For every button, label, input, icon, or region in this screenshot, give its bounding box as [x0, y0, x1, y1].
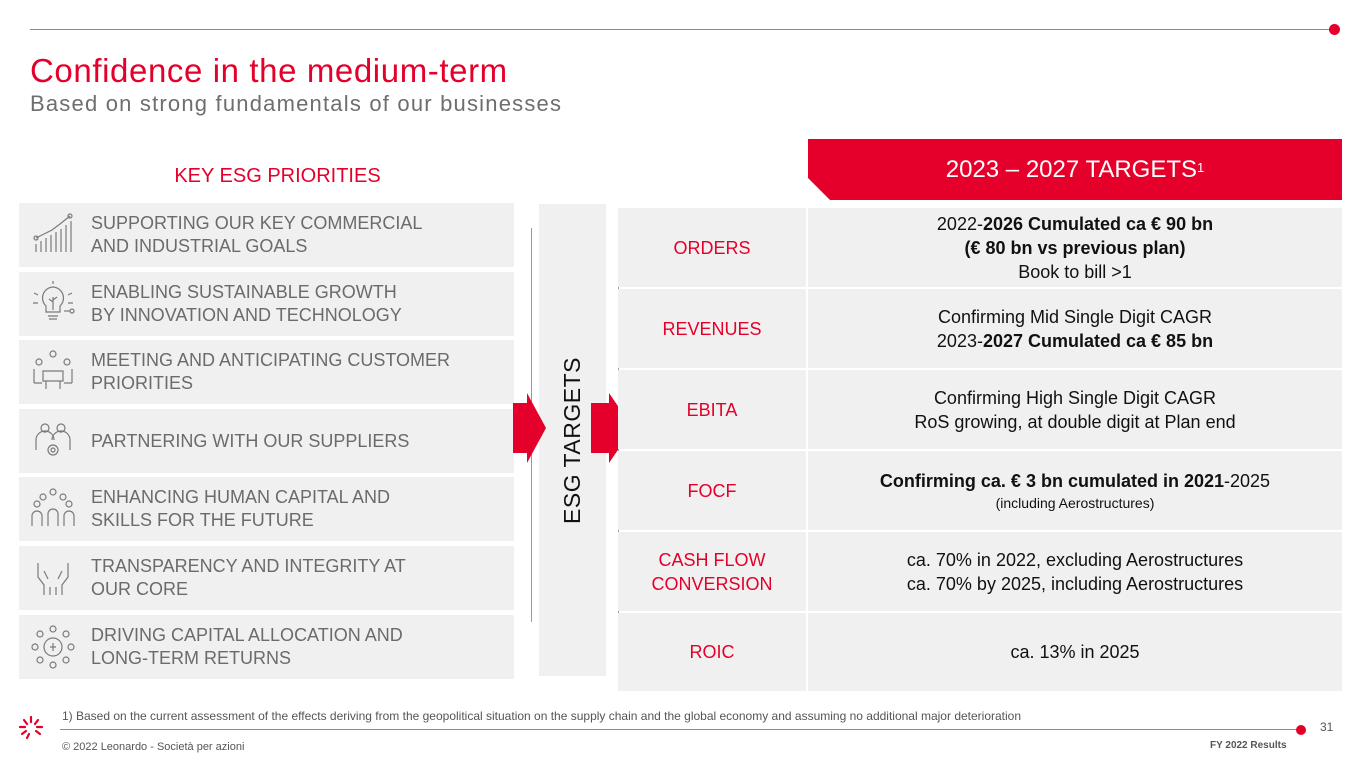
page-subtitle: Based on strong fundamentals of our busi… — [30, 91, 563, 116]
meeting-icon — [33, 350, 73, 389]
arrow-right-icon — [513, 393, 546, 463]
report-label: FY 2022 Results — [1210, 740, 1287, 751]
growth-chart-icon — [33, 213, 73, 252]
priority-line1: TRANSPARENCY AND INTEGRITY AT — [91, 556, 406, 576]
target-label-cash-flow-conversion: CASH FLOW CONVERSION — [618, 532, 806, 611]
target-value-revenues: Confirming Mid Single Digit CAGR 2023-20… — [808, 289, 1342, 368]
top-divider-dot — [1329, 24, 1340, 35]
target-label-focf: FOCF — [618, 451, 806, 530]
arrow-right-icon — [591, 393, 633, 463]
target-value-cash-flow-conversion: ca. 70% in 2022, excluding Aerostructure… — [808, 532, 1342, 611]
target-label-revenues: REVENUES — [618, 289, 806, 368]
partners-icon — [35, 423, 71, 456]
priority-line2: AND INDUSTRIAL GOALS — [91, 236, 308, 256]
people-icon — [31, 488, 75, 526]
priority-item: MEETING AND ANTICIPATING CUSTOMER PRIORIT… — [19, 340, 514, 404]
priority-line2: LONG-TERM RETURNS — [91, 648, 292, 668]
priority-line1: PARTNERING WITH OUR SUPPLIERS — [91, 430, 410, 451]
priority-line1: ENHANCING HUMAN CAPITAL AND — [91, 487, 391, 507]
priority-line1: ENABLING SUSTAINABLE GROWTH — [91, 282, 397, 302]
target-label-ebita: EBITA — [618, 370, 806, 449]
priority-item: DRIVING CAPITAL ALLOCATION AND LONG-TERM … — [19, 615, 514, 679]
leonardo-logo-icon — [18, 715, 44, 740]
lightbulb-icon — [33, 281, 75, 320]
target-label-orders: ORDERS — [618, 208, 806, 287]
priority-line1: MEETING AND ANTICIPATING CUSTOMER — [91, 350, 451, 370]
priority-line2: SKILLS FOR THE FUTURE — [91, 510, 314, 530]
top-divider — [30, 29, 1334, 30]
copyright: © 2022 Leonardo - Società per azioni — [62, 741, 245, 753]
priority-line1: DRIVING CAPITAL ALLOCATION AND — [91, 625, 403, 645]
priority-item: TRANSPARENCY AND INTEGRITY AT OUR CORE — [19, 546, 514, 610]
priority-line2: BY INNOVATION AND TECHNOLOGY — [91, 305, 402, 325]
targets-footnote-ref: 1 — [1197, 160, 1205, 175]
priority-item: SUPPORTING OUR KEY COMMERCIAL AND INDUSTR… — [19, 203, 514, 267]
coins-icon — [31, 625, 75, 669]
esg-targets-label: ESG TARGETS — [559, 356, 585, 524]
footnote: 1) Based on the current assessment of th… — [62, 709, 1022, 723]
priority-item: ENHANCING HUMAN CAPITAL AND SKILLS FOR TH… — [19, 477, 514, 541]
esg-priorities-heading: KEY ESG PRIORITIES — [174, 165, 381, 187]
priority-line2: OUR CORE — [91, 579, 189, 599]
priority-line2: PRIORITIES — [91, 373, 194, 393]
priority-line1: SUPPORTING OUR KEY COMMERCIAL — [91, 213, 423, 233]
page-title: Confidence in the medium-term — [30, 52, 508, 89]
target-label-roic: ROIC — [618, 613, 806, 691]
target-value-focf: Confirming ca. € 3 bn cumulated in 2021-… — [808, 451, 1342, 530]
target-value-orders: 2022-2026 Cumulated ca € 90 bn (€ 80 bn … — [808, 208, 1342, 287]
targets-header-text: 2023 – 2027 TARGETS — [945, 155, 1198, 183]
page-number: 31 — [1320, 720, 1334, 734]
priority-item: ENABLING SUSTAINABLE GROWTH BY INNOVATION… — [19, 272, 514, 336]
target-value-ebita: Confirming High Single Digit CAGR RoS gr… — [808, 370, 1342, 449]
priority-item: PARTNERING WITH OUR SUPPLIERS — [19, 409, 514, 473]
bottom-divider-dot — [1296, 725, 1306, 735]
bottom-divider — [60, 729, 1301, 730]
hands-icon — [37, 563, 69, 595]
targets-header: 2023 – 2027 TARGETS 1 — [808, 139, 1342, 200]
target-value-roic: ca. 13% in 2025 — [808, 613, 1342, 691]
